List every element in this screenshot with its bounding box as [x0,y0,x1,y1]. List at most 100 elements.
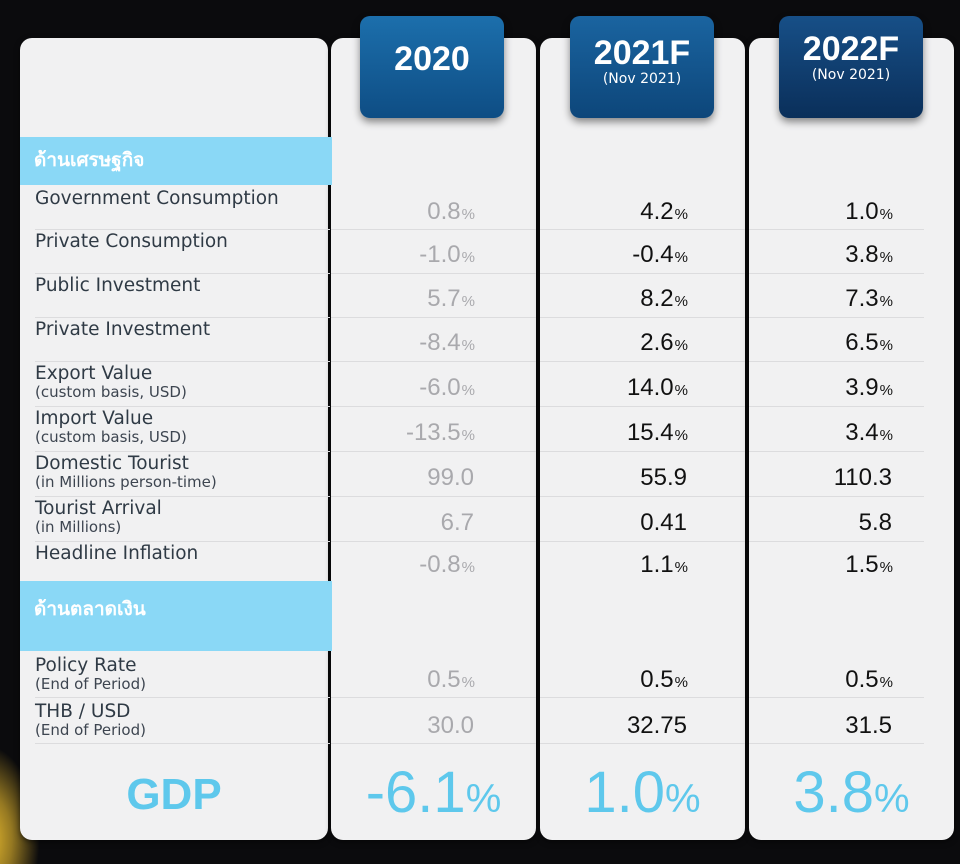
value-2022: 3.9% [743,374,893,405]
value-percent-sign: % [879,206,893,223]
indicator-unit: (in Millions person-time) [35,473,217,491]
row-divider [35,496,330,497]
row-divider [540,229,745,230]
section-header-monetary: ด้านตลาดเงิน [20,581,332,651]
indicator-unit: (in Millions) [35,518,122,536]
indicator-name: Private Investment [35,319,211,340]
value-2020: 0.5% [325,666,475,697]
value-2020: -1.0% [325,241,475,272]
indicator-unit: (End of Period) [35,721,146,739]
value-percent-sign: % [461,559,475,576]
row-divider [331,697,536,698]
row-divider [35,273,330,274]
value-2022: 7.3% [743,285,893,316]
value-number: 0.5 [640,666,674,693]
row-divider [35,361,330,362]
value-number: 8.2 [640,285,674,312]
value-number: 3.4 [845,419,879,446]
row-divider [540,273,745,274]
row-divider [35,406,330,407]
column-header-2020: 2020 [360,16,504,118]
row-divider [331,361,536,362]
column-panel-2021f [540,38,745,840]
value-percent-sign: % [879,249,893,266]
row-divider [540,451,745,452]
row-divider [331,406,536,407]
column-header-2021f: 2021F (Nov 2021) [570,16,714,118]
row-divider [540,406,745,407]
value-number: 6.7 [440,509,474,536]
gdp-number: 3.8 [793,760,875,825]
gdp-label: GDP [126,770,222,819]
value-percent-sign: % [674,337,688,354]
row-divider [540,496,745,497]
indicator-name: Public Investment [35,275,201,296]
value-percent-sign: % [674,206,688,223]
indicator-label: Government Consumption [35,188,279,209]
value-number: 7.3 [845,285,879,312]
row-divider [749,229,924,230]
column-year: 2021F [593,34,691,72]
value-number: 30.0 [427,712,474,739]
value-2020: 5.7% [325,285,475,316]
value-2021: -0.4% [538,241,688,272]
value-number: 6.5 [845,329,879,356]
gdp-value-2022f: 3.8% [749,760,954,832]
value-2022: 5.8 [743,509,893,540]
value-2022: 6.5% [743,329,893,360]
row-divider [540,361,745,362]
indicator-name: Domestic Tourist [35,453,189,474]
row-divider [749,743,924,744]
value-percent-sign: % [461,206,475,223]
value-2022: 31.5 [743,712,893,743]
value-number: 1.5 [845,551,879,578]
value-number: -8.4 [419,329,461,356]
indicator-label: THB / USD (End of Period) [35,701,146,739]
indicator-name: Headline Inflation [35,543,199,564]
row-divider [331,317,536,318]
value-number: 1.0 [845,198,879,225]
value-2022: 110.3 [743,464,893,495]
indicator-label: Public Investment [35,275,200,296]
indicator-name: Import Value [35,408,154,429]
row-divider [540,697,745,698]
indicator-unit: (custom basis, USD) [35,428,187,446]
indicator-unit: (custom basis, USD) [35,383,187,401]
value-number: 4.2 [640,198,674,225]
value-number: 99.0 [427,464,474,491]
value-percent-sign: % [879,427,893,444]
value-2021: 0.5% [538,666,688,697]
value-percent-sign: % [461,382,475,399]
value-2020: 6.7 [325,509,475,540]
row-divider [540,743,745,744]
value-number: 15.4 [626,419,674,446]
value-number: 2.6 [640,329,674,356]
row-divider [540,317,745,318]
section-header-economic: ด้านเศรษฐกิจ [20,137,332,185]
value-number: 3.9 [845,374,879,401]
value-2022: 3.8% [743,241,893,272]
indicator-name: Export Value [35,363,153,384]
indicator-label: Import Value (custom basis, USD) [35,408,187,446]
column-year: 2020 [394,40,470,78]
value-number: 0.5 [427,666,461,693]
gdp-value-2020: -6.1% [331,760,536,832]
row-divider [35,697,330,698]
value-2022: 1.5% [743,551,893,582]
value-2020: 30.0 [325,712,475,743]
value-number: -0.8 [419,551,461,578]
value-percent-sign: % [879,293,893,310]
value-2020: -0.8% [325,551,475,582]
gdp-number: 1.0 [584,760,666,825]
gdp-percent-sign: % [874,777,910,821]
value-2022: 0.5% [743,666,893,697]
indicator-name: Policy Rate [35,655,137,676]
value-percent-sign: % [674,427,688,444]
value-percent-sign: % [461,674,475,691]
value-2022: 3.4% [743,419,893,450]
gdp-percent-sign: % [465,777,502,821]
value-number: -6.0 [419,374,461,401]
column-panel-2022f [749,38,954,840]
row-divider [749,496,924,497]
value-number: 1.1 [640,551,674,578]
